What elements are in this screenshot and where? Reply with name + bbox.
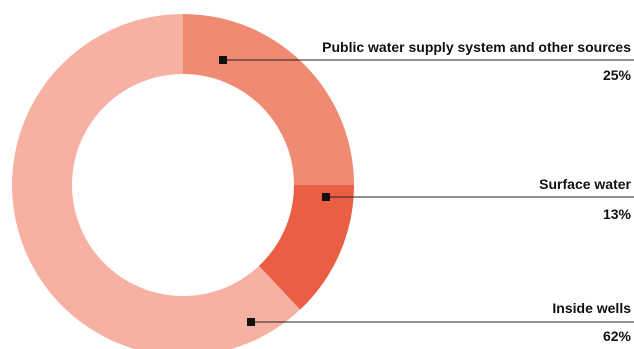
marker-inside-wells (247, 318, 255, 326)
label-group-inside-wells: Inside wells 62% (247, 300, 634, 344)
slice-inside-wells (12, 14, 301, 349)
slice-value-inside-wells: 62% (603, 328, 632, 344)
slice-value-public-water: 25% (603, 67, 632, 83)
donut-slices (12, 14, 354, 349)
slice-value-surface-water: 13% (603, 206, 632, 222)
label-group-public-water: Public water supply system and other sou… (219, 39, 634, 83)
marker-public-water (219, 56, 227, 64)
slice-label-public-water: Public water supply system and other sou… (322, 39, 631, 55)
slice-label-inside-wells: Inside wells (552, 300, 631, 316)
label-group-surface-water: Surface water 13% (322, 176, 634, 222)
slice-label-surface-water: Surface water (539, 176, 631, 192)
marker-surface-water (322, 193, 330, 201)
slice-surface-water (258, 185, 354, 310)
